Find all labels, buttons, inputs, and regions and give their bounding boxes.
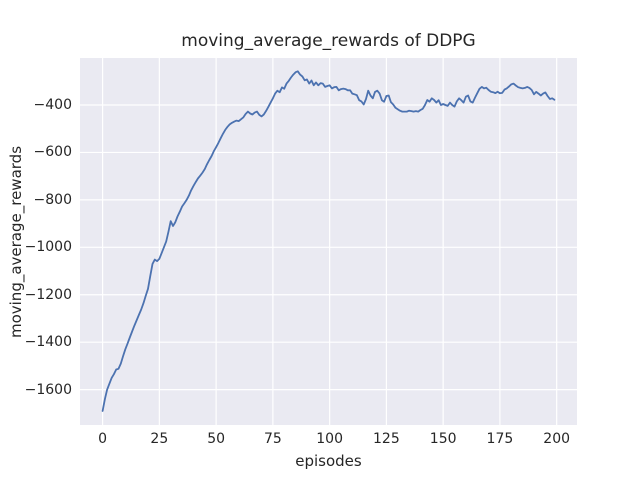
y-axis-label: moving_average_rewards xyxy=(7,145,25,339)
chart-title: moving_average_rewards of DDPG xyxy=(181,31,476,51)
plot-area xyxy=(80,58,577,425)
x-tick-label: 100 xyxy=(316,431,343,447)
y-tick-label: −1600 xyxy=(24,381,72,398)
x-tick-label: 150 xyxy=(429,431,457,447)
x-tick-label: 75 xyxy=(263,431,282,447)
y-tick-label: −600 xyxy=(33,144,72,161)
x-tick-label: 125 xyxy=(373,431,400,447)
x-tick-label: 50 xyxy=(207,431,226,447)
x-tick-label: 25 xyxy=(150,431,169,447)
x-axis-label: episodes xyxy=(295,452,362,470)
y-tick-label: −1200 xyxy=(24,286,72,303)
y-tick-label: −800 xyxy=(33,191,72,208)
x-tick-label: 175 xyxy=(486,431,514,447)
x-tick-label: 0 xyxy=(98,431,108,447)
y-tick-label: −1400 xyxy=(24,334,72,351)
reward-line xyxy=(101,70,556,412)
x-tick-label: 200 xyxy=(543,431,571,447)
y-tick-label: −400 xyxy=(33,96,72,113)
y-tick-label: −1000 xyxy=(24,239,72,256)
chart-canvas xyxy=(80,58,577,425)
